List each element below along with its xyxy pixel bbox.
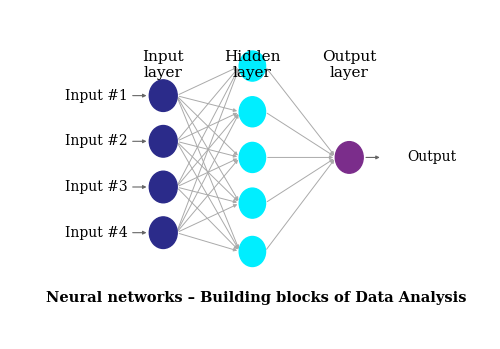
Text: Hidden
layer: Hidden layer	[224, 50, 280, 80]
Text: Input #3: Input #3	[66, 180, 128, 194]
Ellipse shape	[150, 171, 177, 203]
Ellipse shape	[150, 80, 177, 111]
Ellipse shape	[239, 237, 266, 267]
Text: Neural networks – Building blocks of Data Analysis: Neural networks – Building blocks of Dat…	[46, 291, 467, 305]
Ellipse shape	[150, 126, 177, 157]
Text: Output: Output	[408, 150, 457, 164]
Text: Output
layer: Output layer	[322, 50, 376, 80]
Ellipse shape	[239, 51, 266, 81]
Text: Input #1: Input #1	[65, 89, 128, 103]
Ellipse shape	[150, 217, 177, 248]
Text: Input
layer: Input layer	[142, 50, 184, 80]
Ellipse shape	[239, 97, 266, 127]
Text: Input #2: Input #2	[66, 134, 128, 148]
Text: Input #4: Input #4	[65, 226, 128, 240]
Ellipse shape	[239, 142, 266, 172]
Ellipse shape	[336, 142, 363, 173]
Ellipse shape	[239, 188, 266, 218]
